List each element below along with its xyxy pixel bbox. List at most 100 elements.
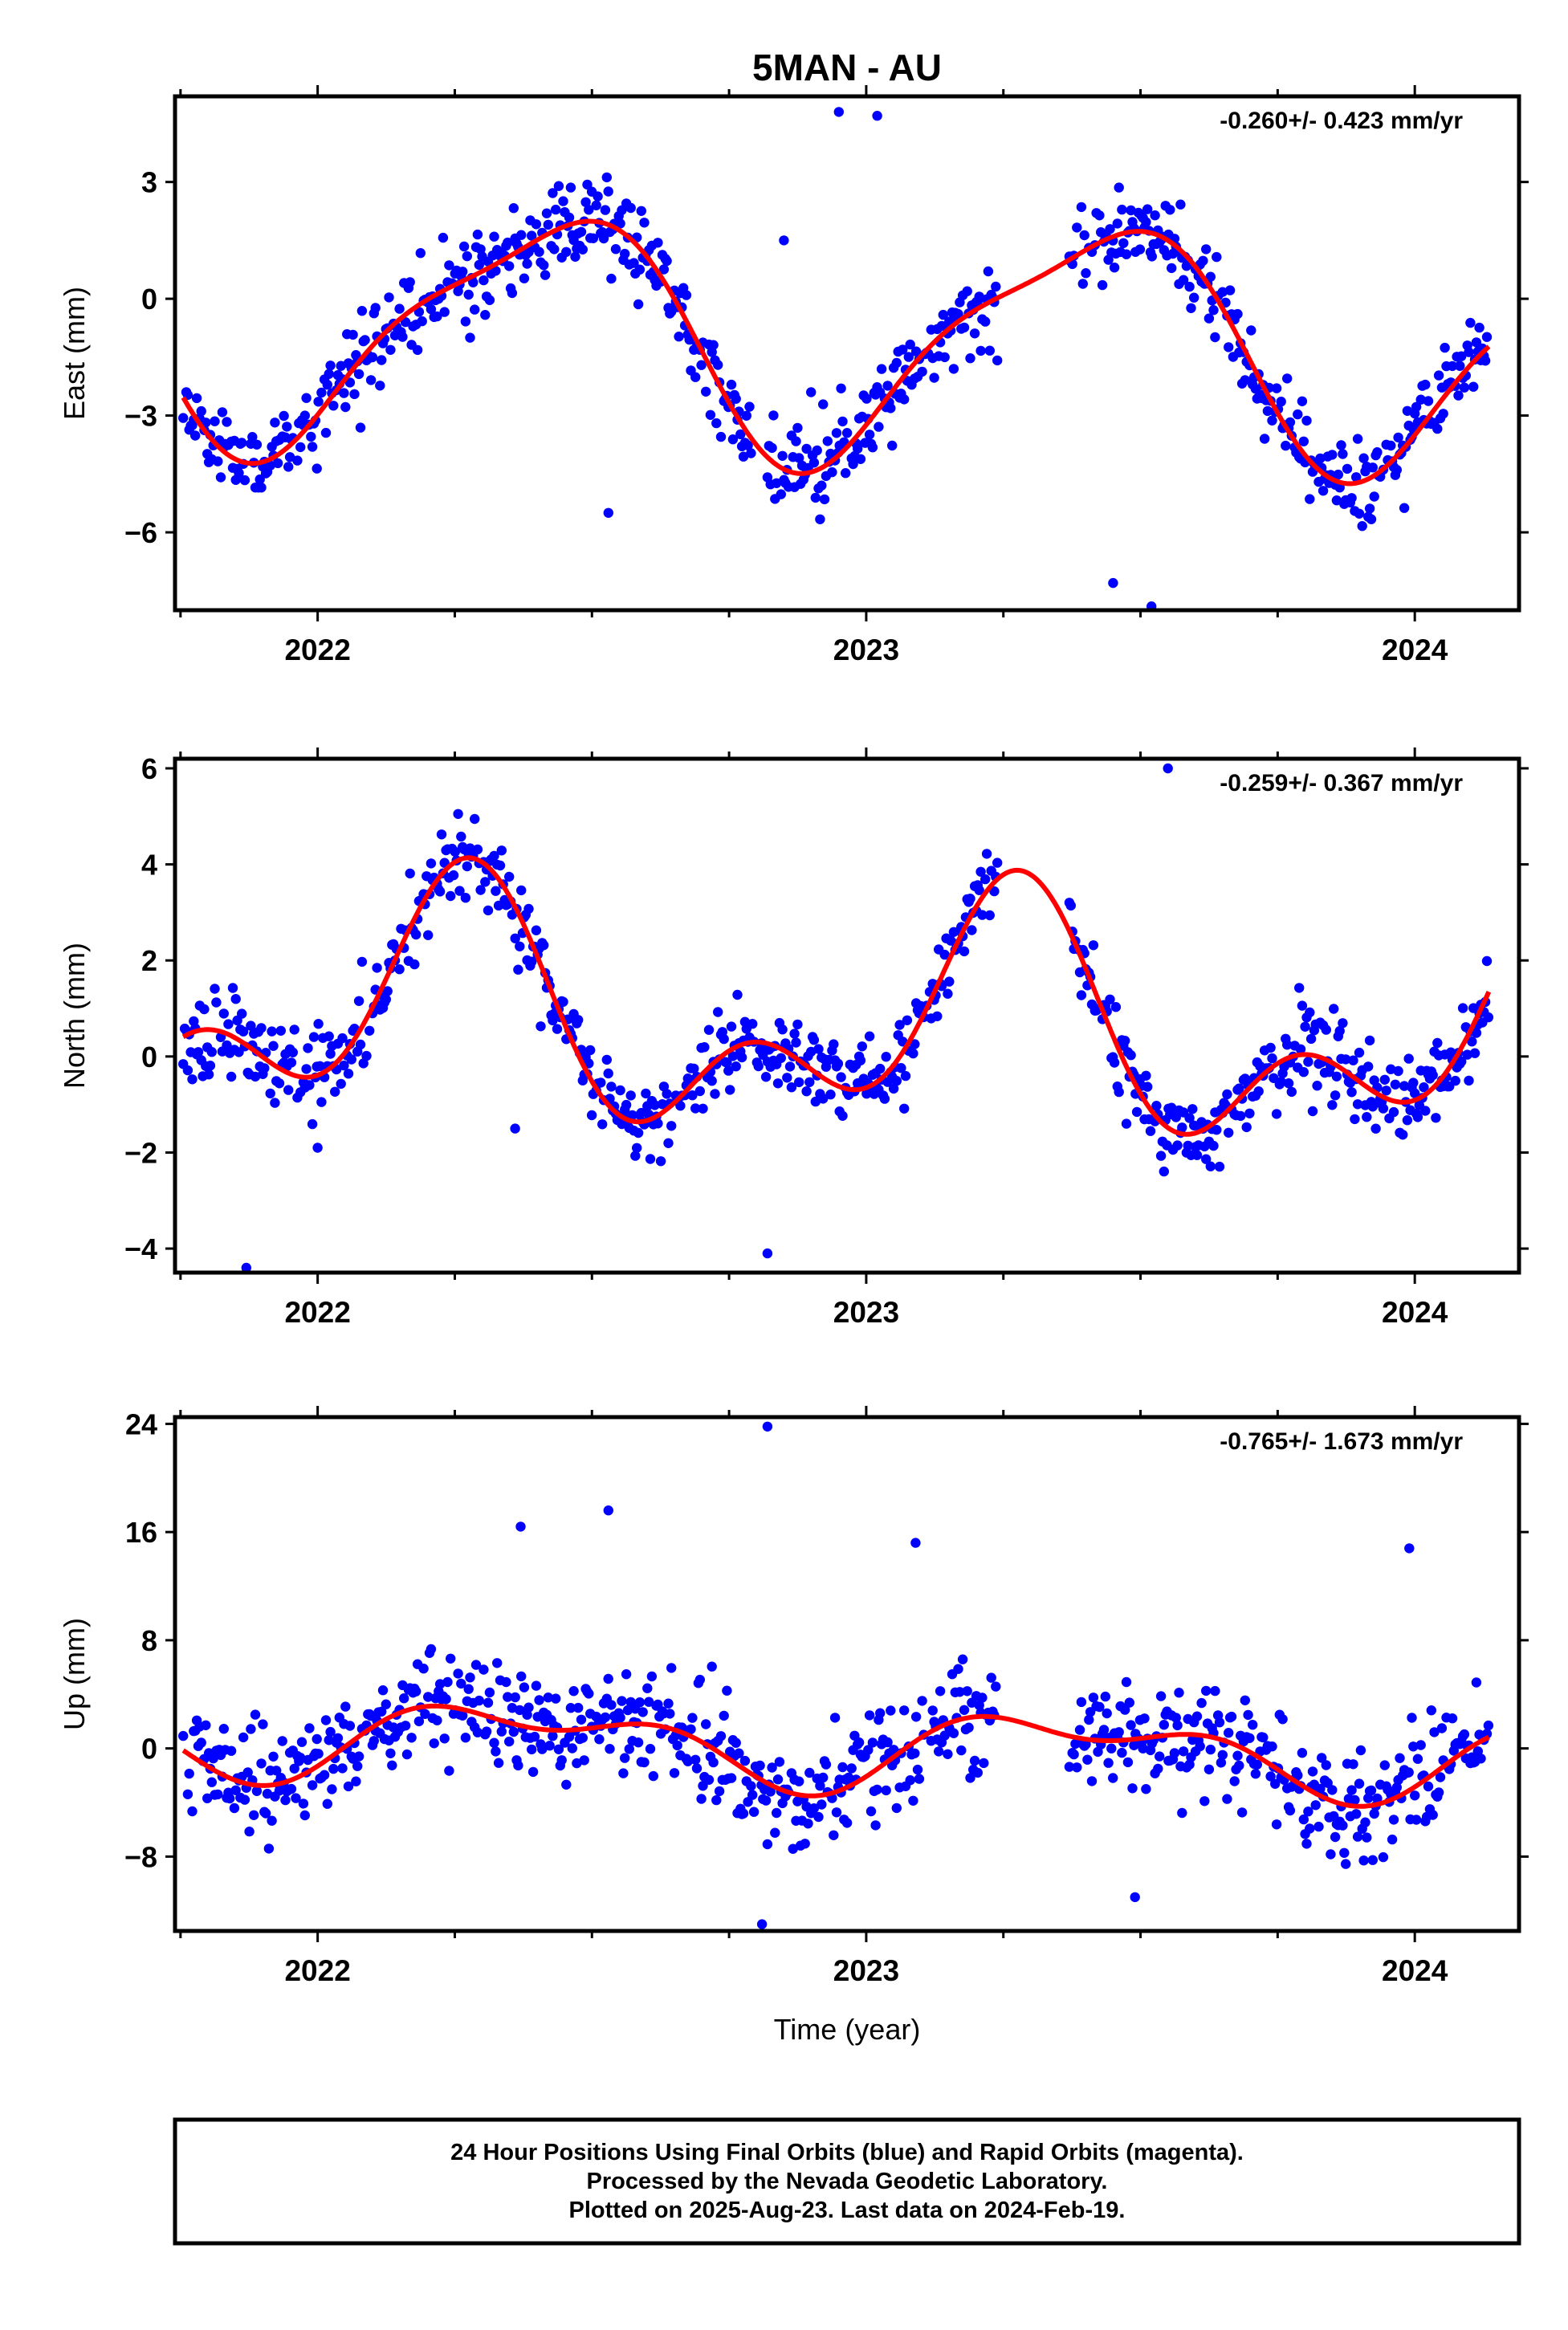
data-point	[591, 200, 601, 210]
data-point	[703, 1024, 715, 1035]
data-point	[1236, 1110, 1246, 1122]
data-point	[472, 229, 483, 240]
data-point	[812, 445, 822, 456]
data-point	[356, 306, 368, 316]
data-point	[731, 393, 741, 404]
data-point	[1469, 1048, 1480, 1058]
data-point	[553, 1744, 564, 1754]
data-point	[959, 322, 970, 333]
data-point	[1363, 1061, 1374, 1072]
data-point	[454, 886, 465, 896]
data-point	[267, 1815, 277, 1826]
data-point	[352, 1761, 363, 1771]
x-tick-label: 2022	[284, 633, 350, 666]
data-point	[474, 259, 484, 271]
data-point	[1065, 900, 1077, 911]
data-point	[280, 1794, 291, 1806]
data-point	[337, 1763, 348, 1774]
data-point	[1210, 1685, 1220, 1697]
data-point	[1338, 449, 1348, 459]
data-point	[1201, 1685, 1212, 1697]
data-point	[1364, 503, 1375, 514]
data-point	[1265, 1042, 1276, 1053]
data-point	[1419, 1082, 1429, 1093]
data-point	[324, 369, 334, 379]
data-point	[584, 1688, 594, 1699]
data-point	[606, 1081, 617, 1092]
data-point	[210, 984, 220, 994]
data-point	[605, 1744, 615, 1754]
data-point	[1072, 1762, 1082, 1773]
data-point	[340, 1701, 351, 1712]
data-point	[986, 1672, 996, 1683]
data-point	[1362, 1832, 1372, 1843]
data-point	[510, 933, 520, 944]
rate-annotation: -0.260+/- 0.423 mm/yr	[1220, 108, 1463, 134]
data-point	[522, 259, 532, 269]
data-point	[1262, 405, 1273, 417]
data-point	[426, 303, 437, 315]
data-point	[927, 1705, 938, 1716]
data-point	[1388, 1106, 1399, 1118]
data-point	[242, 1767, 253, 1778]
data-point	[412, 344, 423, 356]
data-point	[760, 1795, 772, 1806]
data-point	[963, 1722, 974, 1733]
data-point	[743, 440, 753, 450]
data-point	[867, 442, 878, 453]
data-point	[222, 417, 232, 427]
data-point	[275, 1025, 286, 1037]
data-point	[957, 1654, 968, 1664]
data-point	[1305, 1823, 1315, 1834]
rate-annotation: -0.259+/- 0.367 mm/yr	[1220, 770, 1463, 796]
data-point	[325, 1726, 336, 1737]
data-point	[213, 1789, 223, 1800]
data-point	[1112, 218, 1123, 229]
data-point	[806, 1046, 817, 1057]
data-point	[1139, 1713, 1150, 1724]
data-point	[1243, 1709, 1253, 1721]
data-point	[1076, 1697, 1087, 1708]
data-point	[201, 1720, 211, 1730]
data-point	[382, 986, 393, 996]
data-point	[636, 1107, 646, 1118]
data-point	[1471, 1677, 1482, 1688]
data-point	[239, 1794, 250, 1805]
data-point	[453, 1668, 463, 1679]
data-point	[891, 1076, 902, 1086]
data-point	[1468, 381, 1479, 392]
data-point	[601, 172, 612, 183]
data-point	[1072, 222, 1082, 233]
data-point	[833, 1058, 844, 1069]
data-point	[1379, 1760, 1391, 1770]
model-fit-line	[181, 1703, 1490, 1809]
data-point	[1276, 397, 1286, 407]
data-point	[657, 1099, 668, 1110]
data-point	[519, 1682, 530, 1693]
data-point	[307, 1118, 318, 1130]
data-point	[1196, 1697, 1207, 1709]
data-point	[1366, 1785, 1377, 1796]
data-point	[867, 1737, 878, 1748]
north-panel: −4 −2 0 2 4 6 2022 2023 2024 North (mm) -0.259+/- …	[58, 747, 1529, 1329]
data-point	[965, 894, 975, 904]
data-point	[540, 270, 551, 280]
data-point	[1307, 1106, 1318, 1117]
data-point	[932, 1011, 943, 1022]
plot-frame	[173, 756, 1521, 1275]
data-point	[691, 1763, 703, 1774]
data-point	[206, 1777, 217, 1787]
data-point	[917, 1696, 927, 1706]
data-point	[637, 1707, 648, 1717]
data-point	[1106, 1743, 1117, 1754]
data-point	[1086, 1776, 1098, 1786]
data-point	[639, 1757, 650, 1768]
data-point	[808, 458, 820, 468]
data-point	[645, 1744, 656, 1754]
data-point	[458, 241, 470, 252]
data-point	[239, 475, 250, 486]
data-point	[980, 316, 991, 327]
data-point	[1471, 337, 1482, 348]
data-point	[1217, 287, 1228, 297]
data-point	[1153, 1763, 1163, 1774]
